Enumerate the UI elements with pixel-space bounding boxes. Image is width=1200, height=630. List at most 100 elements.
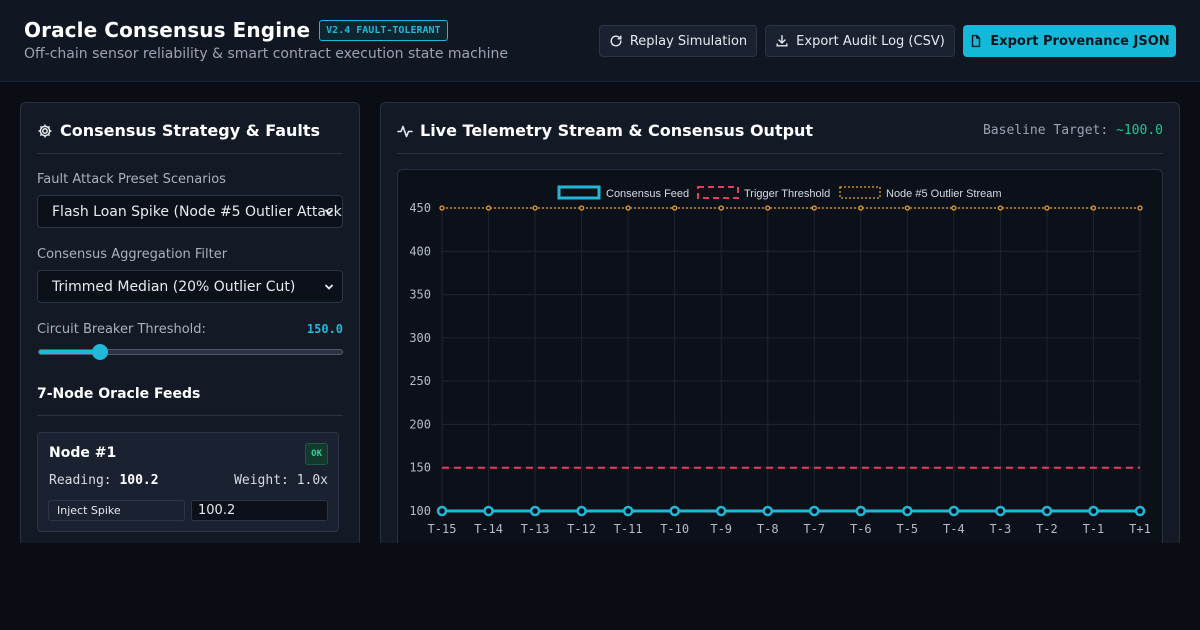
data-point [902, 505, 913, 517]
x-tick-label: T-3 [990, 522, 1012, 536]
divider [37, 415, 343, 416]
x-tick-label: T-9 [710, 522, 732, 536]
x-tick-label: T-5 [896, 522, 918, 536]
scenario-label: Fault Attack Preset Scenarios [37, 172, 226, 187]
feeds-title: 7-Node Oracle Feeds [37, 386, 201, 402]
data-point [858, 205, 864, 211]
data-point [765, 205, 771, 211]
export-csv-button[interactable]: Export Audit Log (CSV) [765, 25, 955, 57]
data-point [669, 505, 680, 517]
data-point [1044, 205, 1050, 211]
telemetry-chart: 100 150 200 250 300 350 400 450 T-15 T-14 T-13 T-12… [397, 169, 1163, 561]
threshold-label: Circuit Breaker Threshold: [37, 322, 206, 337]
slider-fill [39, 350, 100, 354]
data-point [485, 205, 492, 211]
weight-value: 1.0x [296, 473, 328, 488]
chevron-down-icon [324, 209, 334, 215]
node-weight: Weight: 1.0x [234, 473, 328, 488]
legend-label: Trigger Threshold [744, 188, 830, 200]
scenario-select[interactable]: Flash Loan Spike (Node #5 Outlier Attack… [37, 195, 343, 228]
legend-swatch [557, 185, 601, 200]
y-tick-label: 400 [409, 244, 431, 258]
baseline-label: Baseline Target: [982, 123, 1109, 138]
y-tick-label: 100 [409, 504, 431, 518]
x-tick-label: T-6 [850, 522, 872, 536]
data-point [529, 505, 541, 517]
filter-label: Consensus Aggregation Filter [37, 247, 228, 262]
reading-value: 100.2 [119, 473, 159, 488]
data-point [576, 505, 587, 517]
data-point [1088, 505, 1099, 517]
legend-label: Consensus Feed [606, 188, 689, 200]
app-subtitle: Off-chain sensor reliability & smart con… [24, 46, 509, 62]
version-badge: V2.4 FAULT-TOLERANT [319, 19, 448, 41]
export-json-label: Export Provenance JSON [990, 33, 1170, 49]
node-value-input[interactable]: 100.2 [191, 500, 328, 521]
x-tick-label: T-10 [660, 522, 689, 536]
export-csv-label: Export Audit Log (CSV) [796, 33, 945, 49]
data-point [855, 505, 867, 517]
data-point [904, 205, 910, 211]
data-point [811, 205, 817, 211]
export-json-button[interactable]: Export Provenance JSON [963, 25, 1176, 57]
strategy-panel: Consensus Strategy & Faults Fault Attack… [20, 102, 360, 562]
strategy-panel-title: Consensus Strategy & Faults [37, 121, 320, 140]
chart-svg: 100 150 200 250 300 350 400 450 T-15 T-14 T-13 T-12… [409, 185, 1151, 536]
data-point [625, 205, 631, 211]
status-badge: OK [305, 443, 328, 465]
title-row: Oracle Consensus Engine V2.4 FAULT-TOLER… [24, 18, 448, 42]
threshold-slider[interactable] [38, 344, 343, 360]
slider-thumb[interactable] [91, 344, 108, 360]
x-tick-label: T-1 [1083, 522, 1105, 536]
download-icon [776, 35, 788, 47]
y-tick-label: 250 [409, 374, 431, 388]
filter-select[interactable]: Trimmed Median (20% Outlier Cut) [37, 270, 343, 303]
refresh-icon [610, 35, 622, 47]
activity-icon [397, 125, 413, 137]
data-point [439, 205, 445, 211]
y-tick-label: 300 [409, 331, 431, 345]
data-point [715, 505, 727, 517]
data-point [622, 505, 634, 517]
y-tick-label: 350 [409, 288, 431, 302]
app-title: Oracle Consensus Engine [24, 18, 311, 42]
data-point [483, 505, 494, 517]
chevron-down-icon [324, 284, 334, 290]
x-tick-label: T-7 [803, 522, 825, 536]
data-point [532, 205, 538, 211]
replay-simulation-button[interactable]: Replay Simulation [599, 25, 757, 57]
y-tick-label: 150 [409, 461, 431, 475]
data-point [1090, 205, 1097, 211]
filter-value: Trimmed Median (20% Outlier Cut) [52, 278, 296, 295]
inject-spike-button[interactable]: Inject Spike [48, 500, 185, 521]
legend-label: Node #5 Outlier Stream [886, 188, 1002, 200]
x-tick-label: T-14 [474, 522, 503, 536]
threshold-value: 150.0 [306, 322, 343, 336]
legend-swatch [839, 186, 881, 199]
x-tick-label: T-2 [1036, 522, 1058, 536]
data-point [1134, 505, 1146, 517]
data-point [997, 205, 1004, 211]
x-tick-label: T-15 [428, 522, 457, 536]
node-card: Node #1 OK Reading: 100.2 Weight: 1.0x I… [37, 432, 339, 532]
file-icon [972, 34, 981, 48]
data-point [995, 505, 1006, 517]
reading-label: Reading: [49, 473, 112, 488]
x-tick-label: T-8 [757, 522, 779, 536]
baseline-target: Baseline Target: ~100.0 [983, 123, 1163, 138]
data-point [951, 205, 957, 211]
data-point [672, 205, 678, 211]
data-point [1041, 505, 1053, 517]
x-tick-label: T-12 [567, 522, 596, 536]
data-point [762, 505, 773, 517]
divider [397, 153, 1163, 154]
x-tick-label: T-4 [943, 522, 965, 536]
y-tick-label: 200 [409, 417, 431, 431]
data-point [1137, 205, 1143, 211]
app-header: Oracle Consensus Engine V2.4 FAULT-TOLER… [0, 0, 1200, 82]
divider [37, 153, 343, 154]
x-tick-label: T-11 [614, 522, 643, 536]
gear-icon [38, 124, 52, 137]
weight-label: Weight: [234, 473, 289, 488]
x-tick-label: T-13 [521, 522, 550, 536]
